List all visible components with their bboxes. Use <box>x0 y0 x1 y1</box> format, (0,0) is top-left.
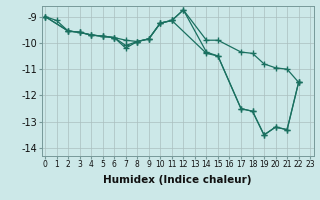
X-axis label: Humidex (Indice chaleur): Humidex (Indice chaleur) <box>103 175 252 185</box>
